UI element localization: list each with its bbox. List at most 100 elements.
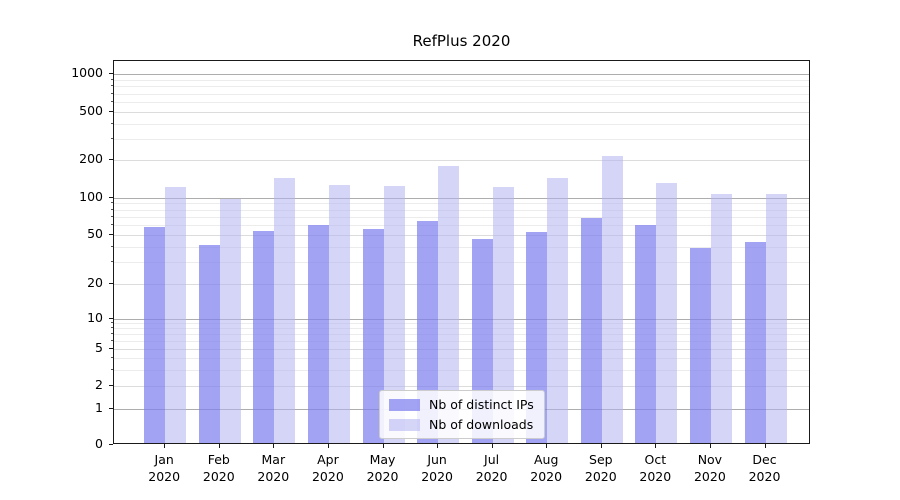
x-tick-label-year: 2020 <box>148 468 181 484</box>
gridline-minor <box>114 246 809 248</box>
bar-downloads-jun <box>438 166 460 443</box>
x-tick-label-year: 2020 <box>475 468 508 484</box>
y-tick-mark <box>109 234 113 235</box>
x-tick-mark <box>491 444 493 448</box>
y-tick-mark <box>109 110 113 112</box>
y-tick-label: 50 <box>87 226 103 241</box>
y-tick-label: 200 <box>79 151 103 167</box>
y-minor-tick-mark <box>111 92 113 94</box>
gridline-minor <box>114 138 809 140</box>
x-tick-label-year: 2020 <box>257 468 290 484</box>
y-tick-mark <box>109 317 113 319</box>
x-tick-mark <box>437 444 439 448</box>
x-tick-label: May 2020 <box>355 452 411 485</box>
y-minor-tick-mark <box>111 215 113 217</box>
x-tick-label-year: 2020 <box>202 468 235 484</box>
gridline-minor <box>114 86 809 88</box>
x-tick-mark <box>546 444 548 448</box>
y-tick-label: 500 <box>79 102 103 118</box>
y-minor-tick-mark <box>111 85 113 87</box>
legend-row-downloads: Nb of downloads <box>389 417 534 432</box>
x-tick-label: Jan 2020 <box>136 452 192 485</box>
gridline <box>114 235 809 236</box>
x-tick-label: Jun 2020 <box>409 452 465 485</box>
bar-downloads-jul <box>492 187 514 443</box>
x-tick-mark <box>709 444 711 448</box>
bar-distinct-ips-sep <box>580 218 602 443</box>
y-minor-tick-mark <box>111 368 113 370</box>
bar-downloads-feb <box>219 199 241 443</box>
bar-distinct-ips-nov <box>689 247 711 443</box>
y-minor-tick-mark <box>111 339 113 341</box>
y-minor-tick-mark <box>111 261 113 263</box>
y-minor-tick-mark <box>111 327 113 329</box>
y-tick-mark <box>109 159 113 161</box>
y-minor-tick-mark <box>111 202 113 204</box>
x-tick-label-year: 2020 <box>639 468 672 484</box>
x-tick-mark <box>218 444 220 448</box>
x-tick-label-year: 2020 <box>366 468 399 484</box>
gridline-minor <box>114 323 809 325</box>
gridline <box>114 348 809 350</box>
bar-downloads-nov <box>710 193 732 443</box>
chart-title: RefPlus 2020 <box>412 32 511 50</box>
x-tick-label: Jul 2020 <box>464 452 520 485</box>
gridline-minor <box>114 225 809 227</box>
bar-downloads-aug <box>547 177 569 443</box>
y-minor-tick-mark <box>111 356 113 358</box>
bar-distinct-ips-may <box>362 228 384 443</box>
gridline-minor <box>114 80 809 81</box>
gridline-minor <box>114 369 809 371</box>
y-minor-tick-mark <box>111 137 113 139</box>
bar-distinct-ips-dec <box>744 242 766 443</box>
legend-swatch-distinct-ips <box>389 398 420 411</box>
y-minor-tick-mark <box>111 322 113 324</box>
gridline <box>114 284 809 285</box>
y-tick-mark <box>109 347 113 349</box>
bar-distinct-ips-feb <box>198 244 220 443</box>
gridline-minor <box>114 357 809 359</box>
x-tick-mark <box>764 444 766 448</box>
gridline-minor <box>114 209 809 211</box>
bar-downloads-mar <box>274 177 296 443</box>
y-minor-tick-mark <box>111 333 113 335</box>
x-tick-label: Oct 2020 <box>627 452 683 485</box>
x-tick-label-year: 2020 <box>748 468 781 484</box>
gridline-minor <box>114 93 809 95</box>
gridline-minor <box>114 262 809 264</box>
legend-swatch-downloads <box>389 418 420 431</box>
x-tick-label: Nov 2020 <box>682 452 738 485</box>
x-tick-label: Aug 2020 <box>518 452 574 485</box>
legend-label-distinct-ips: Nb of distinct IPs <box>429 397 534 412</box>
y-tick-mark <box>109 283 113 284</box>
gridline-minor <box>114 123 809 125</box>
gridline-minor <box>114 203 809 205</box>
x-tick-mark <box>273 444 275 448</box>
y-tick-label: 1000 <box>71 65 103 81</box>
y-tick-label: 100 <box>79 188 103 204</box>
x-tick-label: Dec 2020 <box>737 452 793 485</box>
gridline-minor <box>114 216 809 218</box>
x-tick-mark <box>655 444 657 448</box>
x-tick-label-year: 2020 <box>311 468 344 484</box>
x-tick-mark <box>327 444 329 448</box>
gridline-major <box>114 74 809 76</box>
gridline-major <box>114 318 809 320</box>
x-tick-label: Sep 2020 <box>573 452 629 485</box>
y-minor-tick-mark <box>111 100 113 102</box>
gridline-major <box>114 197 809 199</box>
y-minor-tick-mark <box>111 208 113 210</box>
legend-row-distinct-ips: Nb of distinct IPs <box>389 397 534 412</box>
gridline-minor <box>114 334 809 336</box>
legend-label-downloads: Nb of downloads <box>429 417 534 432</box>
x-tick-label: Mar 2020 <box>245 452 301 485</box>
y-minor-tick-mark <box>111 245 113 247</box>
x-tick-label: Feb 2020 <box>191 452 247 485</box>
y-tick-label: 5 <box>95 339 103 355</box>
x-tick-mark <box>600 444 602 448</box>
y-tick-label: 10 <box>87 309 103 325</box>
y-minor-tick-mark <box>111 122 113 124</box>
y-tick-label: 1 <box>95 399 103 415</box>
bar-distinct-ips-apr <box>307 225 329 443</box>
bar-downloads-jan <box>165 187 187 443</box>
